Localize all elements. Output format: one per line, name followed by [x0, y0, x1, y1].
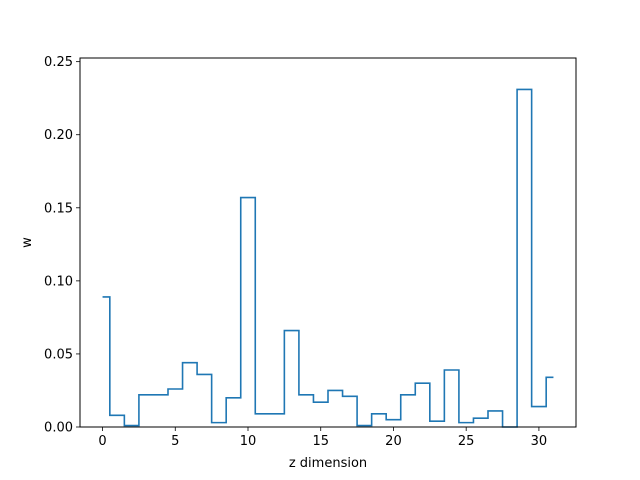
y-tick-label: 0.10 — [44, 274, 73, 289]
x-tick-label: 30 — [531, 434, 548, 449]
y-axis-ticks: 0.00 0.05 0.10 0.15 0.20 0.25 — [44, 55, 80, 436]
y-tick-label: 0.00 — [44, 421, 73, 436]
x-tick-label: 25 — [458, 434, 475, 449]
data-series-line — [102, 88, 554, 428]
x-axis-ticks: 0 5 10 15 20 25 30 — [98, 427, 547, 449]
axes-frame — [79, 57, 577, 428]
y-tick-label: 0.15 — [44, 201, 73, 216]
x-tick-label: 10 — [240, 434, 257, 449]
x-tick-label: 5 — [171, 434, 179, 449]
x-tick-label: 0 — [98, 434, 106, 449]
x-axis-label: z dimension — [289, 456, 367, 471]
plot-area — [79, 57, 577, 428]
x-tick-label: 20 — [385, 434, 402, 449]
x-tick-label: 15 — [312, 434, 329, 449]
y-tick-label: 0.25 — [44, 55, 73, 70]
y-tick-label: 0.05 — [44, 347, 73, 362]
y-tick-label: 0.20 — [44, 128, 73, 143]
y-axis-label: w — [20, 237, 35, 248]
